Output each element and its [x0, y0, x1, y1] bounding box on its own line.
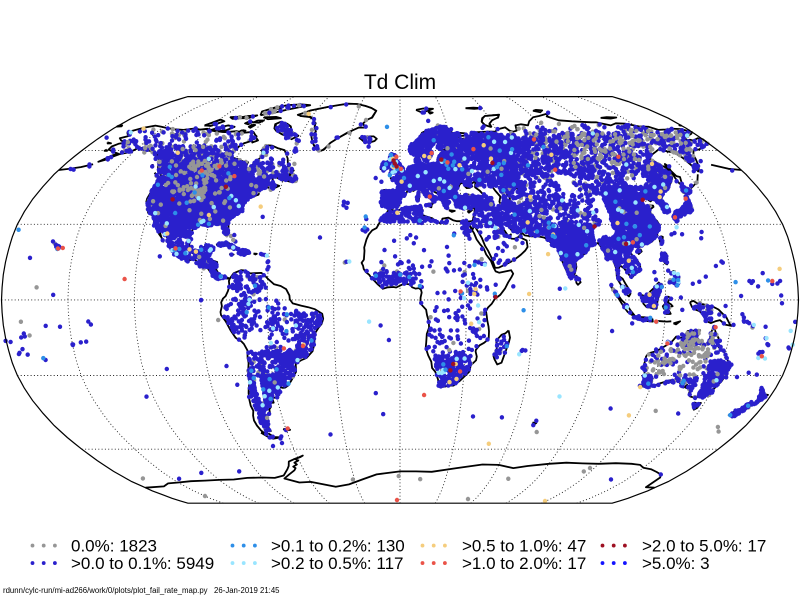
svg-text:>1.0 to 2.0%: 17: >1.0 to 2.0%: 17: [462, 554, 586, 573]
svg-text:>0.5 to 1.0%: 47: >0.5 to 1.0%: 47: [462, 536, 586, 555]
svg-text:>0.0 to 0.1%: 5949: >0.0 to 0.1%: 5949: [71, 554, 214, 573]
svg-text:>2.0 to 5.0%: 17: >2.0 to 5.0%: 17: [642, 536, 766, 555]
svg-text:>0.1 to 0.2%: 130: >0.1 to 0.2%: 130: [271, 536, 405, 555]
svg-text:>0.2 to 0.5%: 117: >0.2 to 0.5%: 117: [271, 554, 403, 573]
svg-text:rdunn/cylc-run/mi-ad266/work/0: rdunn/cylc-run/mi-ad266/work/0/plots/plo…: [3, 586, 280, 595]
svg-text:Td Clim: Td Clim: [364, 71, 436, 94]
svg-text:>5.0%: 3: >5.0%: 3: [642, 554, 710, 573]
svg-text:0.0%: 1823: 0.0%: 1823: [71, 536, 157, 555]
